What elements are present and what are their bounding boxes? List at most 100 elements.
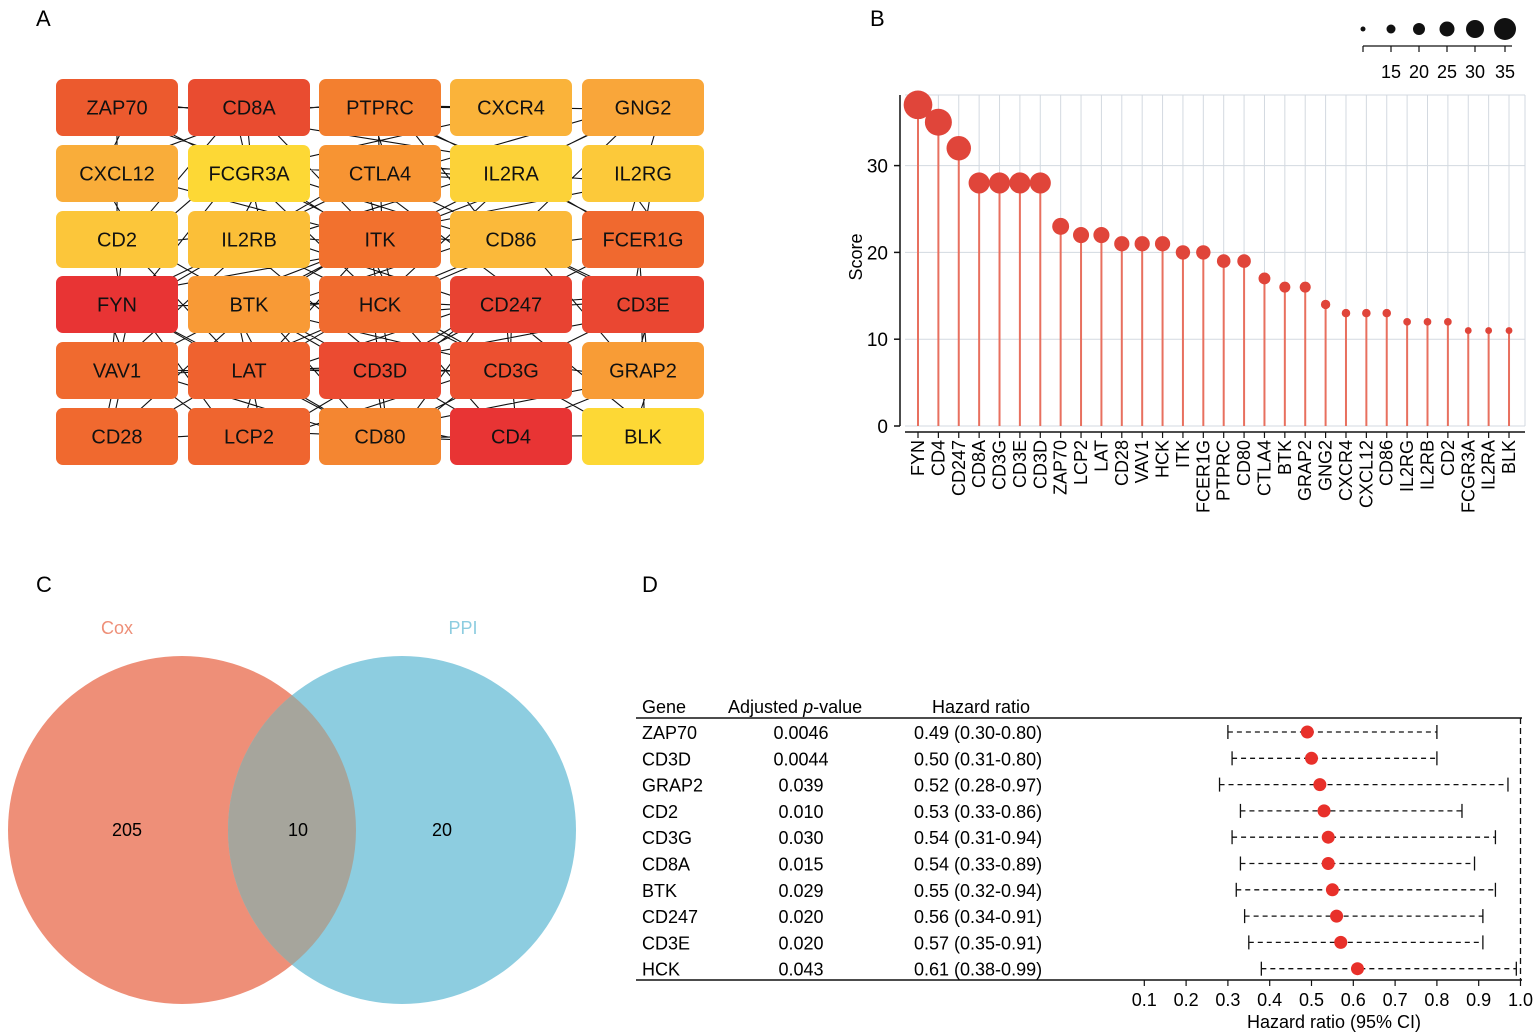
panel-label-c: C	[36, 572, 52, 597]
score-point	[1341, 308, 1351, 318]
score-x-tick-label: PTPRC	[1214, 440, 1234, 501]
network-node: FCGR3A	[188, 145, 310, 202]
forest-row-hr-text: 0.54 (0.33-0.89)	[914, 855, 1042, 875]
forest-hr-point	[1325, 883, 1339, 897]
score-point	[1444, 318, 1452, 326]
score-grid	[905, 94, 1526, 427]
score-point	[1237, 254, 1251, 268]
score-x-tick-label: CD4	[928, 440, 948, 476]
network-node: CD3D	[319, 342, 441, 399]
network-node: LAT	[188, 342, 310, 399]
network-node-label: FCGR3A	[208, 164, 290, 186]
size-legend-label: 30	[1465, 62, 1485, 82]
score-y-tick-label: 0	[877, 417, 888, 438]
network-node-label: BTK	[230, 295, 270, 317]
score-x-tick-label: IL2RG	[1397, 440, 1417, 492]
network-node-box	[319, 342, 441, 399]
score-x-labels: FYN CD4 CD247 CD8A CD3G CD3E CD3D ZAP70 LCP2 LAT C…	[908, 432, 1519, 513]
forest-row-hr-text: 0.56 (0.34-0.91)	[914, 907, 1042, 927]
forest-row: HCK 0.043 0.61 (0.38-0.99)	[642, 960, 1517, 980]
network-node-box	[582, 145, 704, 202]
score-point	[924, 108, 952, 136]
forest-row-pvalue: 0.020	[778, 907, 823, 927]
network-node-box	[56, 79, 178, 136]
size-legend-label: 20	[1409, 62, 1429, 82]
score-x-tick-label: ZAP70	[1051, 440, 1071, 495]
forest-row: BTK 0.029 0.55 (0.32-0.94)	[642, 881, 1497, 901]
forest-x-tick-label: 0.6	[1341, 990, 1366, 1010]
forest-row-gene: CD2	[642, 802, 678, 822]
score-point	[1279, 281, 1291, 293]
score-x-tick-label: CD3E	[1010, 440, 1030, 488]
forest-row-gene: ZAP70	[642, 723, 697, 743]
size-legend-dot	[1466, 20, 1484, 38]
network-node-box	[188, 276, 310, 333]
forest-x-tick-label: 1.0	[1508, 990, 1533, 1010]
forest-header-pvalue: Adjusted p-value	[728, 697, 862, 717]
network-node-box	[188, 211, 310, 268]
network-node-box	[319, 211, 441, 268]
score-point	[1196, 245, 1211, 260]
network-node: HCK	[319, 276, 441, 333]
network-node-box	[188, 145, 310, 202]
network-node-label: CXCR4	[477, 98, 545, 120]
network-node: ZAP70	[56, 79, 178, 136]
network-node-label: CD28	[91, 427, 142, 449]
score-x-tick-label: CD2	[1438, 440, 1458, 476]
network-node-box	[582, 342, 704, 399]
size-legend-dot	[1360, 26, 1366, 32]
network-node: BLK	[582, 408, 704, 465]
forest-row: CD2 0.010 0.53 (0.33-0.86)	[642, 802, 1463, 822]
forest-row: CD3E 0.020 0.57 (0.35-0.91)	[642, 933, 1484, 953]
score-x-tick-label: LCP2	[1071, 440, 1091, 485]
forest-row: CD247 0.020 0.56 (0.34-0.91)	[642, 907, 1484, 927]
forest-x-tick-label: 0.4	[1257, 990, 1282, 1010]
forest-x-axis-label: Hazard ratio (95% CI)	[1247, 1012, 1421, 1032]
network-node: IL2RA	[450, 145, 572, 202]
size-legend: 15 20 25 30 35	[1360, 18, 1516, 82]
network-node-label: FYN	[97, 295, 137, 317]
network-node-box	[582, 211, 704, 268]
score-x-tick-label: FCGR3A	[1458, 440, 1478, 513]
network-node-box	[319, 79, 441, 136]
panel-label-b: B	[870, 6, 885, 31]
network-node: GNG2	[582, 79, 704, 136]
network-node-label: LCP2	[224, 427, 274, 449]
network-node-label: ITK	[364, 230, 396, 252]
network-node-label: CD8A	[222, 98, 276, 120]
forest-x-tick-label: 0.1	[1132, 990, 1157, 1010]
score-point	[1299, 281, 1311, 293]
forest-hr-point	[1321, 830, 1335, 844]
network-node: PTPRC	[319, 79, 441, 136]
size-legend-label: 15	[1381, 62, 1401, 82]
forest-row-gene: CD3E	[642, 933, 690, 953]
score-point	[903, 90, 933, 120]
venn-label-ppi: PPI	[448, 618, 477, 638]
size-legend-dot	[1386, 24, 1396, 34]
network-node-label: ZAP70	[86, 98, 147, 120]
score-x-tick-label: FCER1G	[1193, 440, 1213, 513]
ppi-network: ZAP70 CD8A PTPRC CXCR4 GNG2 CXCL12 FCGR3A CTLA4…	[56, 79, 704, 465]
forest-row-pvalue: 0.0044	[773, 749, 828, 769]
venn-label-cox: Cox	[101, 618, 133, 638]
forest-row: CD3D 0.0044 0.50 (0.31-0.80)	[642, 749, 1438, 769]
network-node: FYN	[56, 276, 178, 333]
forest-x-tick-label: 0.5	[1299, 990, 1324, 1010]
network-node: CD8A	[188, 79, 310, 136]
network-node-box	[582, 276, 704, 333]
network-node-box	[450, 276, 572, 333]
network-node: CXCL12	[56, 145, 178, 202]
score-x-tick-label: GNG2	[1316, 440, 1336, 491]
network-node-label: PTPRC	[346, 98, 414, 120]
network-node: IL2RB	[188, 211, 310, 268]
network-node-box	[188, 79, 310, 136]
panel-label-d: D	[642, 572, 658, 597]
score-point	[1114, 236, 1130, 252]
forest-row-hr-text: 0.55 (0.32-0.94)	[914, 881, 1042, 901]
network-node: GRAP2	[582, 342, 704, 399]
network-node-label: CD3D	[353, 361, 407, 383]
forest-row-hr-text: 0.53 (0.33-0.86)	[914, 802, 1042, 822]
forest-hr-point	[1313, 778, 1327, 792]
score-x-tick-label: CXCR4	[1336, 440, 1356, 501]
